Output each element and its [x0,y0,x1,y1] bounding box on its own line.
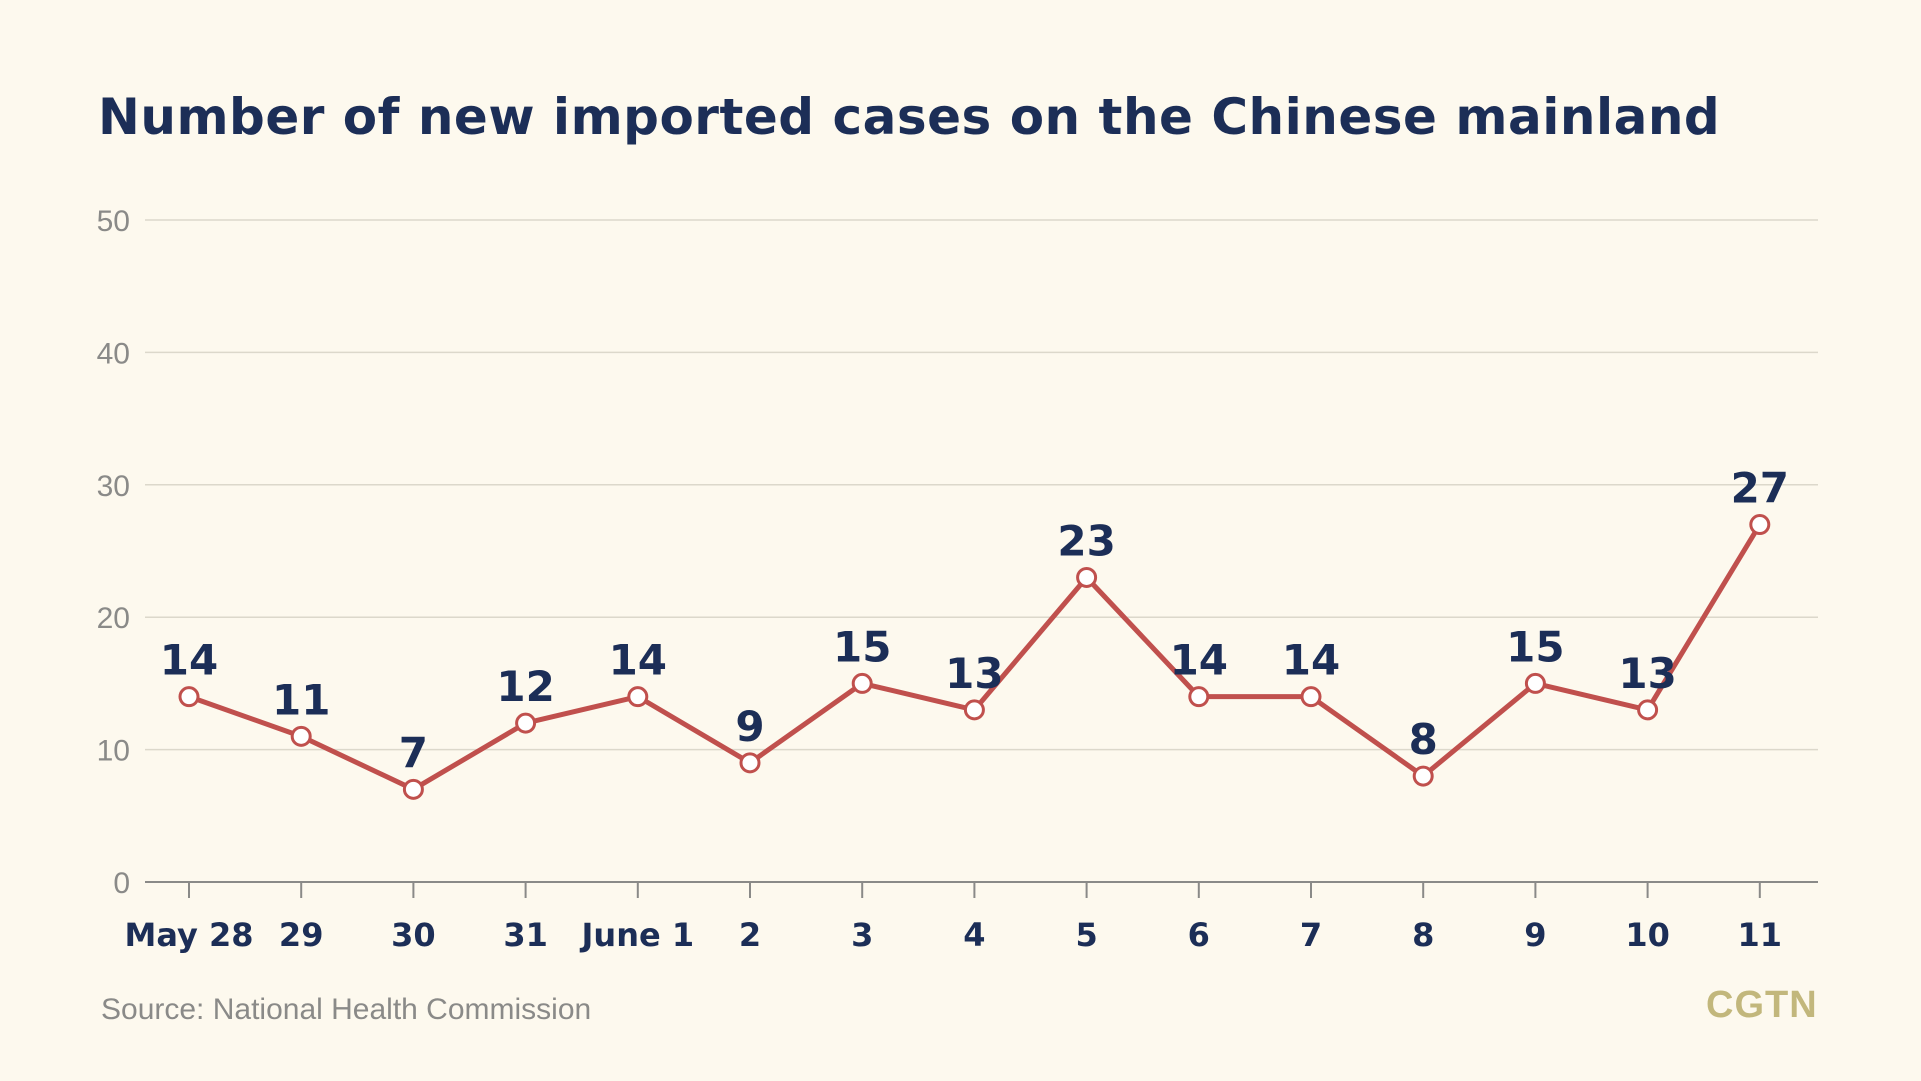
data-label: 12 [496,662,554,711]
data-point [178,686,200,708]
x-tick-label: 3 [851,916,873,954]
y-tick-label: 50 [97,205,130,238]
data-point [515,712,537,734]
data-points [178,514,1771,800]
data-point [1076,566,1098,588]
y-tick-label: 0 [113,867,130,900]
data-point [1412,765,1434,787]
x-tick-label: 4 [963,916,985,954]
data-point [402,778,424,800]
data-label: 15 [833,622,891,671]
chart-title: Number of new imported cases on the Chin… [98,88,1721,146]
data-point [1188,686,1210,708]
x-tick-label: 8 [1412,916,1434,954]
data-point [963,699,985,721]
data-label: 23 [1057,516,1115,565]
data-label: 14 [609,636,667,685]
data-label: 9 [735,702,764,751]
data-point [1749,514,1771,536]
x-tick-label: 29 [279,916,324,954]
data-label: 15 [1506,622,1564,671]
data-point [851,672,873,694]
y-tick-label: 10 [97,735,130,768]
data-label: 7 [399,728,428,777]
gridlines [145,219,1818,751]
y-tick-label: 30 [97,470,130,503]
data-label: 14 [160,636,218,685]
data-label: 13 [945,649,1003,698]
x-tick-label: 2 [739,916,761,954]
x-tick-label: 11 [1738,916,1783,954]
x-tick-label: 30 [391,916,436,954]
x-tick-label: 6 [1188,916,1210,954]
y-tick-label: 20 [97,602,130,635]
data-point [1524,672,1546,694]
x-tick-label: 5 [1075,916,1097,954]
data-label: 8 [1409,715,1438,764]
data-label: 11 [272,675,330,724]
data-label: 14 [1170,636,1228,685]
y-axis-ticks: 0 10 20 30 40 50 [97,205,130,900]
data-label: 14 [1282,636,1340,685]
x-tick-label: June 1 [580,916,695,954]
data-point [1637,699,1659,721]
data-point [627,686,649,708]
data-label: 27 [1731,464,1789,513]
data-labels: 14 11 7 12 14 9 15 13 23 14 14 8 15 13 27 [160,464,1789,778]
cgtn-logo: CGTN [1706,984,1818,1026]
data-point [290,725,312,747]
x-tick-label: 31 [503,916,548,954]
data-point [1300,686,1322,708]
x-tick-label: May 28 [125,916,254,954]
x-tick-label: 10 [1625,916,1670,954]
x-axis-ticks: May 28 29 30 31 June 1 2 3 4 5 6 7 8 9 10 11 [125,882,1783,954]
data-point [739,752,761,774]
data-label: 13 [1618,649,1676,698]
x-tick-label: 7 [1300,916,1322,954]
y-tick-label: 40 [97,337,130,370]
source-note: Source: National Health Commission [101,993,592,1026]
x-tick-label: 9 [1524,916,1546,954]
